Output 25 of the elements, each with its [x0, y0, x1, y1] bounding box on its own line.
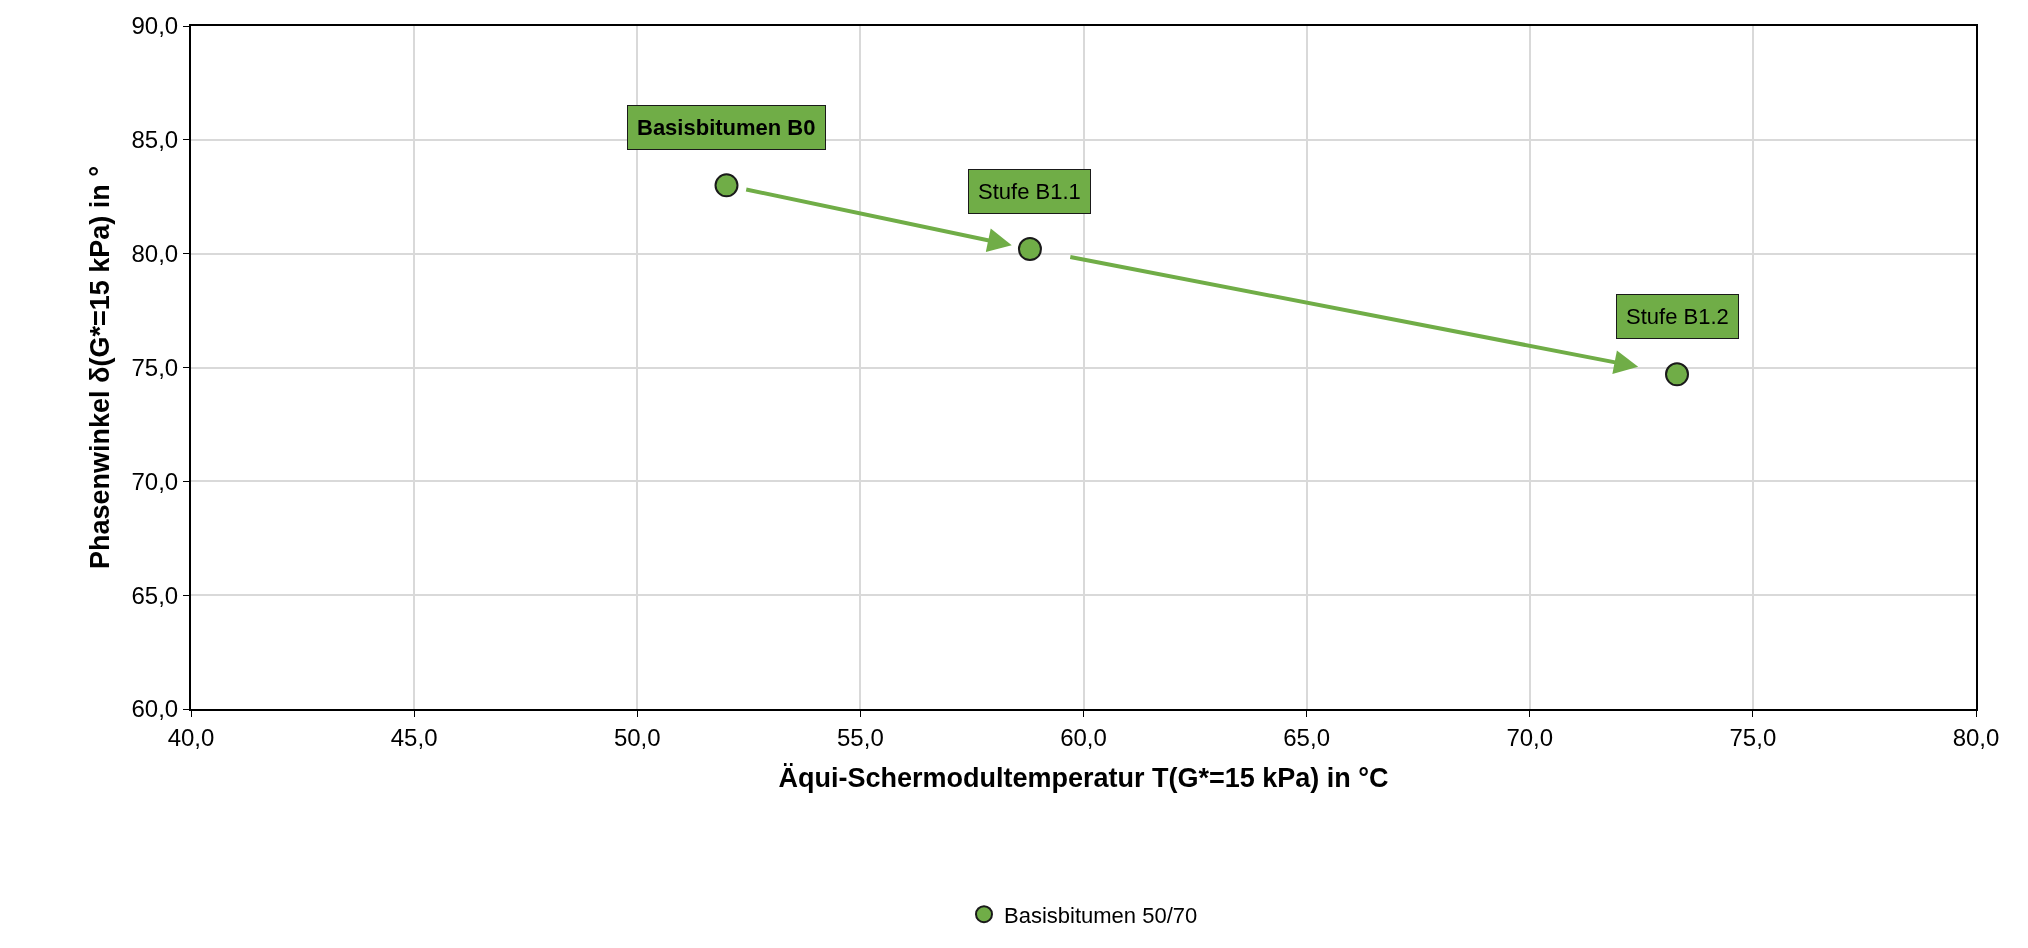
y-tick-label: 70,0	[131, 467, 179, 495]
x-tick-label: 65,0	[1283, 723, 1330, 751]
x-tick-label: 70,0	[1506, 723, 1554, 751]
x-tick-label: 45,0	[390, 723, 438, 751]
point	[714, 173, 739, 198]
x-tick-label: 75,0	[1729, 723, 1777, 751]
x-tick-label: 80,0	[1952, 723, 2000, 751]
x-axis-title: Äqui-Schermodultemperatur T(G*=15 kPa) in °C	[778, 762, 1389, 793]
annotation: Basisbitumen B0	[637, 115, 816, 140]
x-tick-label: 50,0	[613, 723, 661, 751]
y-tick-label: 75,0	[131, 353, 179, 381]
x-tick-label: 60,0	[1060, 723, 1107, 751]
y-tick-label: 65,0	[131, 581, 179, 609]
y-tick-label: 85,0	[131, 126, 179, 154]
point	[1017, 237, 1042, 262]
annotation: Stufe B1.1	[978, 179, 1081, 204]
legend-label: Basisbitumen 50/70	[1004, 902, 1198, 928]
x-tick-label: 40,0	[167, 723, 215, 751]
y-tick-label: 60,0	[131, 695, 179, 723]
y-tick-label: 80,0	[131, 240, 179, 268]
point	[1665, 362, 1690, 387]
x-tick-label: 55,0	[837, 723, 884, 751]
y-tick-label: 90,0	[131, 12, 179, 40]
annotation: Stufe B1.2	[1626, 304, 1729, 329]
y-axis-title: Phasenwinkel δ(G*=15 kPa) in °	[85, 165, 116, 570]
